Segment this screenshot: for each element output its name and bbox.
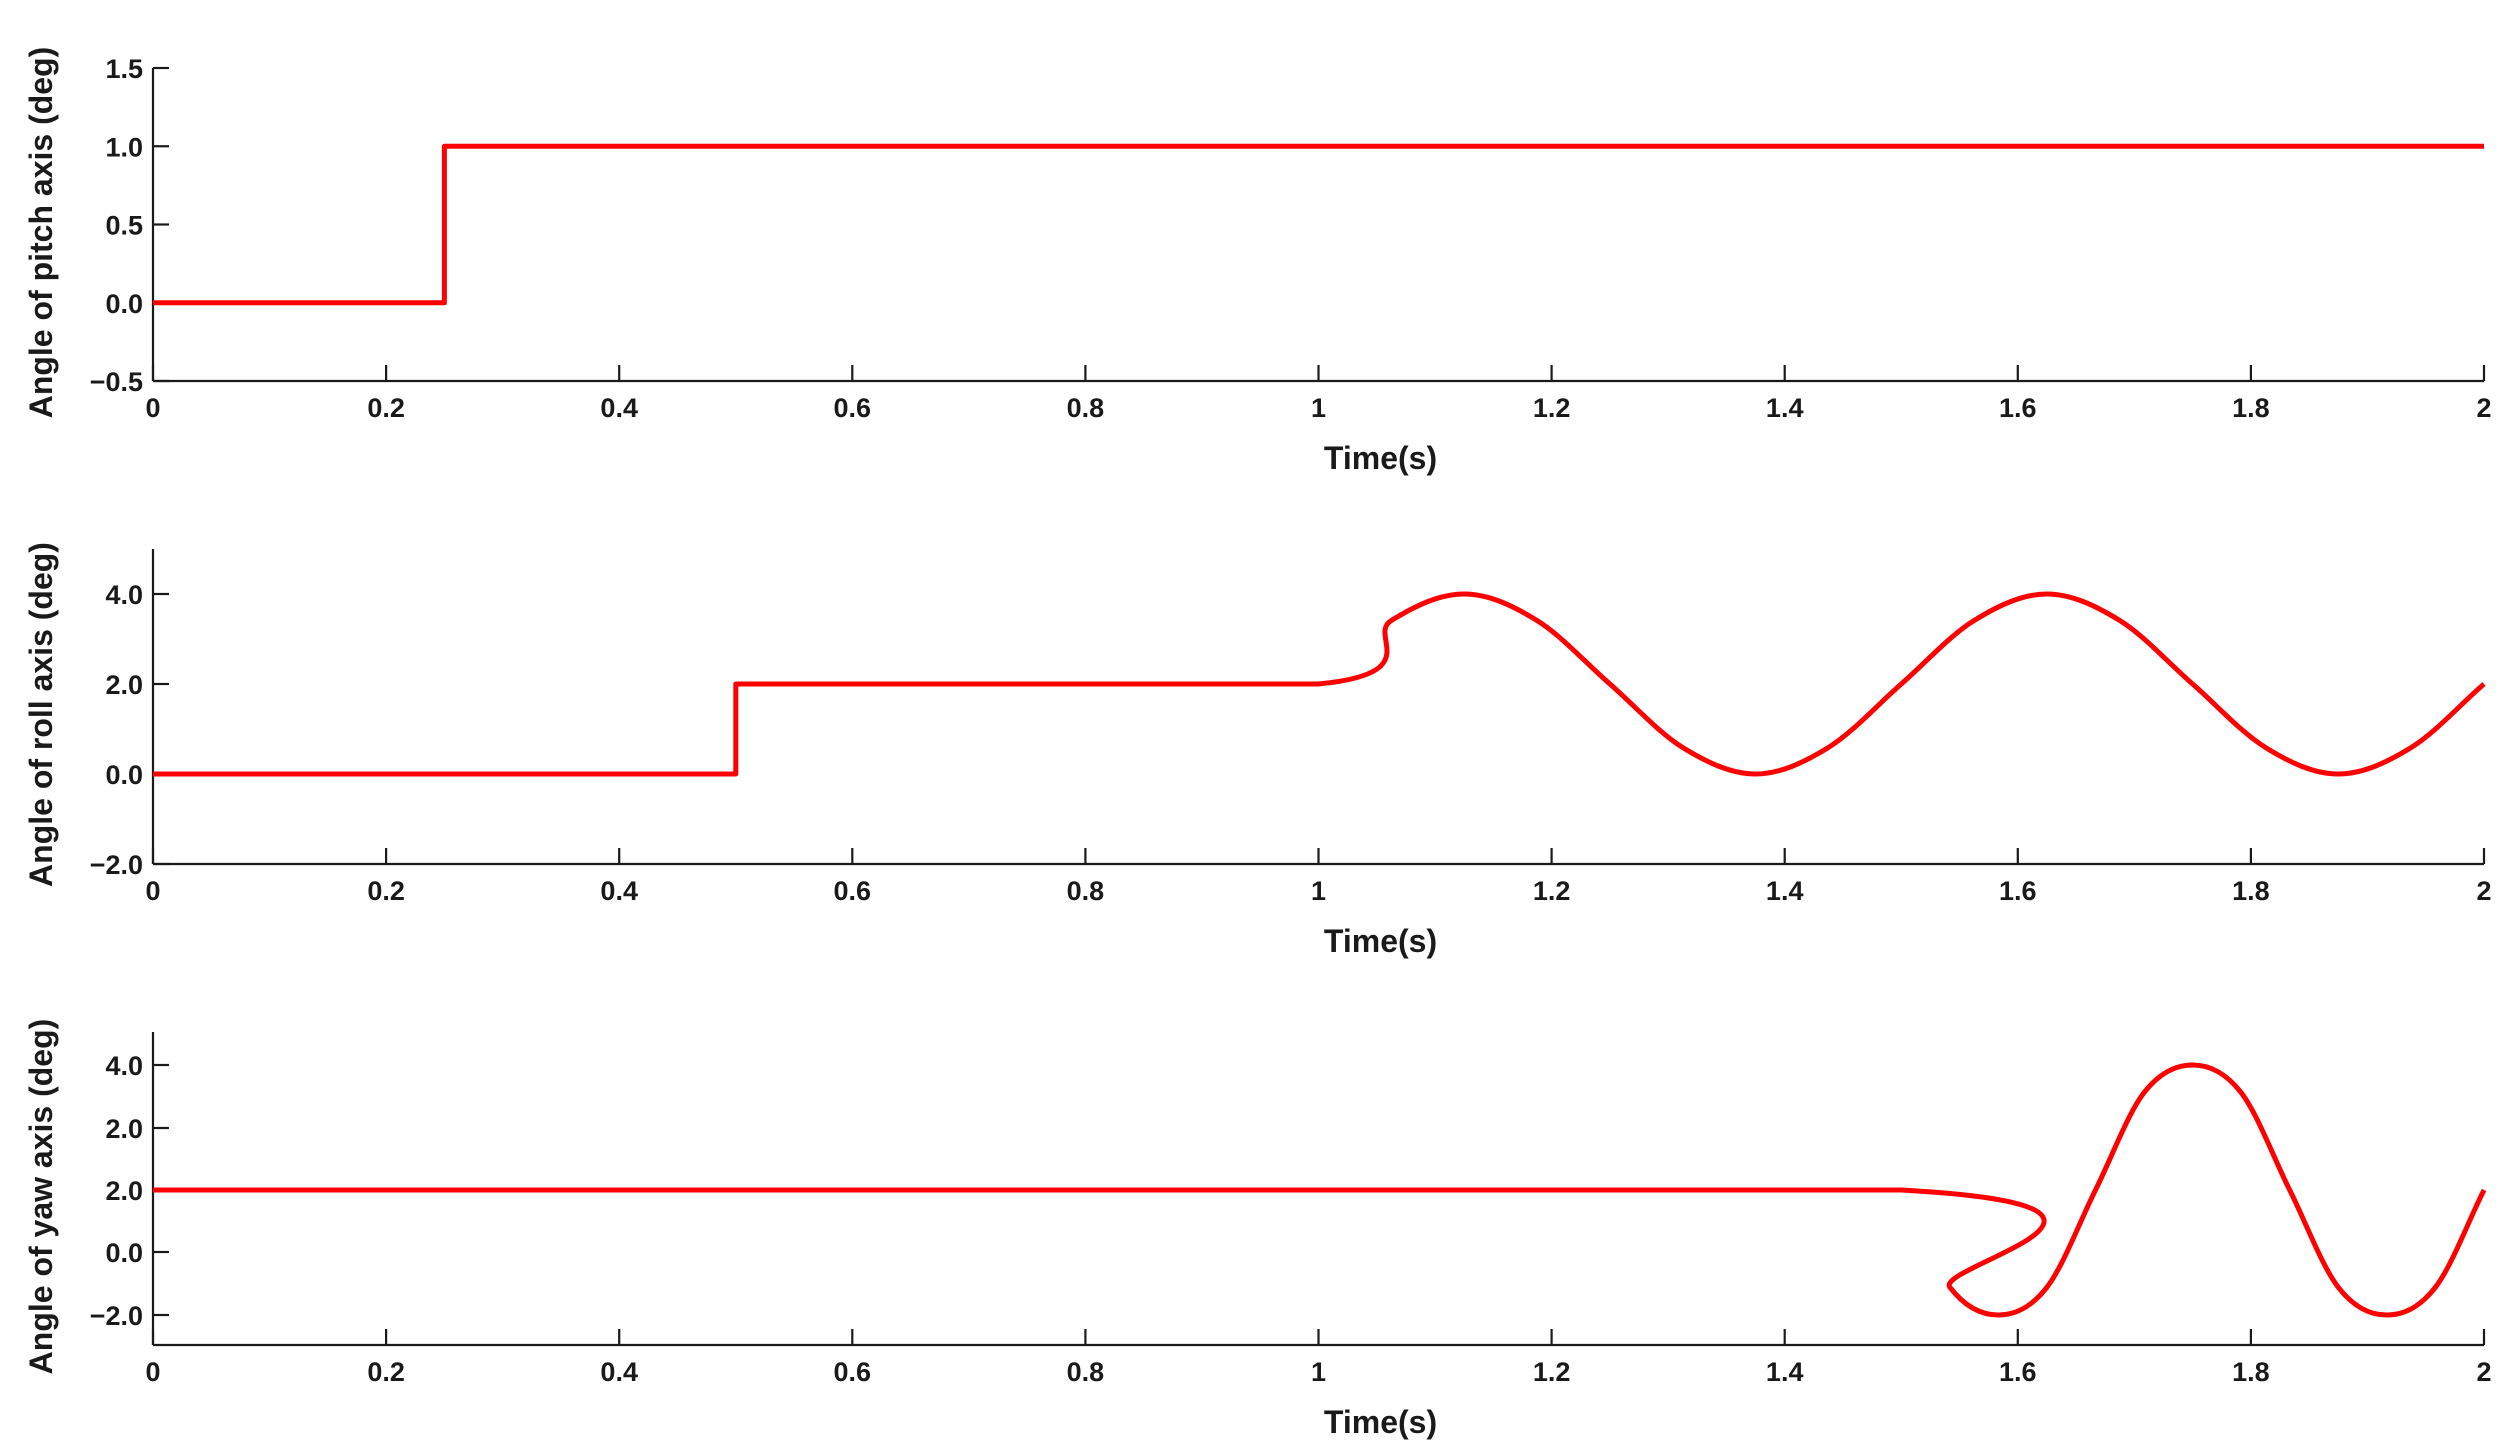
pitch-x-tick-label: 1.8 — [2232, 393, 2270, 423]
roll-x-tick-label: 0.6 — [834, 876, 872, 906]
pitch-y-tick-label: −0.5 — [90, 367, 143, 397]
roll-panel: 0 0.2 0.4 0.6 0.8 1 1.2 1.4 1.6 1.8 2 −2.0 0.0 2.0 4.0… — [23, 542, 2492, 959]
pitch-y-axis-label: Angle of pitch axis (deg) — [23, 47, 59, 419]
roll-x-tick-label: 0.2 — [367, 876, 405, 906]
yaw-x-tick-label: 2 — [2476, 1357, 2491, 1387]
yaw-x-tick-label: 1.6 — [1999, 1357, 2037, 1387]
pitch-x-tick-label: 2 — [2476, 393, 2491, 423]
yaw-x-tick-label: 0.4 — [600, 1357, 638, 1387]
pitch-x-tick-label: 1 — [1311, 393, 1326, 423]
yaw-series-line — [153, 1065, 2484, 1315]
pitch-x-tick-label: 1.2 — [1533, 393, 1571, 423]
roll-x-tick-label: 1.8 — [2232, 876, 2270, 906]
yaw-x-tick-label: 0.8 — [1067, 1357, 1105, 1387]
roll-x-tick-label: 1 — [1311, 876, 1326, 906]
yaw-x-tick-label: 0 — [145, 1357, 160, 1387]
pitch-x-tick-label: 1.4 — [1766, 393, 1804, 423]
roll-x-tick-label: 2 — [2476, 876, 2491, 906]
roll-x-tick-label: 0.8 — [1067, 876, 1105, 906]
roll-x-tick-label: 1.6 — [1999, 876, 2037, 906]
yaw-y-tick-label: −2.0 — [90, 1301, 143, 1331]
roll-x-tick-label: 1.4 — [1766, 876, 1804, 906]
roll-x-axis-label: Time(s) — [1324, 923, 1437, 959]
pitch-x-tick-label: 0 — [145, 393, 160, 423]
roll-y-tick-label: −2.0 — [90, 850, 143, 880]
pitch-x-tick-label: 0.8 — [1067, 393, 1105, 423]
pitch-panel: 0 0.2 0.4 0.6 0.8 1 1.2 1.4 1.6 1.8 2 −0.5 0.0 0.5 1.0… — [23, 47, 2492, 476]
pitch-x-tick-label: 0.2 — [367, 393, 405, 423]
yaw-x-axis-label: Time(s) — [1324, 1404, 1437, 1440]
roll-y-axis-label: Angle of roll axis (deg) — [23, 542, 59, 887]
yaw-x-tick-label: 1.4 — [1766, 1357, 1804, 1387]
yaw-y-axis-label: Angle of yaw axis (deg) — [23, 1019, 59, 1375]
pitch-y-tick-label: 1.5 — [105, 54, 143, 84]
pitch-x-axis-label: Time(s) — [1324, 440, 1437, 476]
yaw-y-tick-label: 2.0 — [105, 1114, 143, 1144]
yaw-x-tick-label: 1.2 — [1533, 1357, 1571, 1387]
pitch-y-tick-label: 0.0 — [105, 289, 143, 319]
yaw-y-tick-label: 4.0 — [105, 1051, 143, 1081]
yaw-x-tick-label: 1.8 — [2232, 1357, 2270, 1387]
pitch-x-tick-label: 0.6 — [834, 393, 872, 423]
pitch-y-tick-label: 0.5 — [105, 211, 143, 241]
roll-y-tick-label: 2.0 — [105, 670, 143, 700]
roll-y-tick-label: 4.0 — [105, 580, 143, 610]
yaw-y-tick-label: 0.0 — [105, 1238, 143, 1268]
roll-x-tick-label: 0.4 — [600, 876, 638, 906]
pitch-y-tick-label: 1.0 — [105, 132, 143, 162]
yaw-y-tick-label: 2.0 — [105, 1176, 143, 1206]
pitch-x-tick-label: 0.4 — [600, 393, 638, 423]
yaw-x-tick-label: 1 — [1311, 1357, 1326, 1387]
pitch-x-tick-label: 1.6 — [1999, 393, 2037, 423]
roll-x-tick-label: 1.2 — [1533, 876, 1571, 906]
yaw-x-tick-label: 0.2 — [367, 1357, 405, 1387]
roll-y-tick-label: 0.0 — [105, 760, 143, 790]
roll-series-line — [153, 594, 2484, 774]
roll-x-tick-label: 0 — [145, 876, 160, 906]
yaw-x-tick-label: 0.6 — [834, 1357, 872, 1387]
pitch-series-line — [153, 146, 2484, 302]
yaw-panel: 0 0.2 0.4 0.6 0.8 1 1.2 1.4 1.6 1.8 2 −2.0 0.0 2.0 2.0… — [23, 1019, 2492, 1440]
